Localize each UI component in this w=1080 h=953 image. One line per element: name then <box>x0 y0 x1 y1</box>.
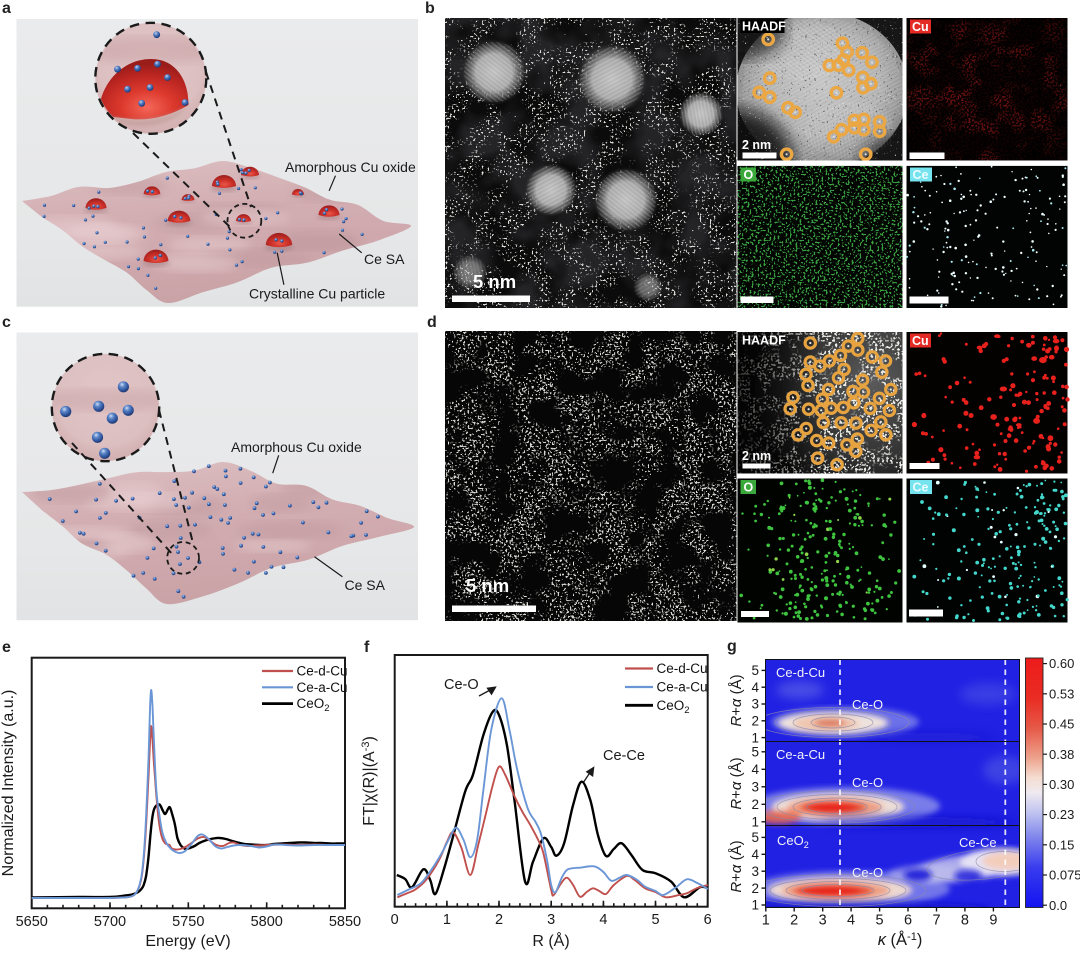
svg-text:g: g <box>727 638 737 655</box>
svg-text:d: d <box>427 314 437 331</box>
svg-text:0: 0 <box>391 912 399 928</box>
svg-text:0.30: 0.30 <box>1049 777 1074 792</box>
svg-text:Ce-a-Cu: Ce-a-Cu <box>297 680 348 695</box>
svg-text:CeO2: CeO2 <box>297 696 330 714</box>
svg-text:1: 1 <box>762 913 770 929</box>
svg-text:0.23: 0.23 <box>1049 807 1074 822</box>
svg-text:5 nm: 5 nm <box>473 271 516 292</box>
svg-text:HAADF: HAADF <box>742 20 786 34</box>
svg-text:5: 5 <box>751 663 759 678</box>
svg-text:3: 3 <box>751 864 759 879</box>
svg-text:Ce-d-Cu: Ce-d-Cu <box>297 664 348 679</box>
svg-text:c: c <box>2 314 11 331</box>
svg-text:2: 2 <box>751 881 759 896</box>
svg-text:HAADF: HAADF <box>742 334 786 348</box>
svg-text:Ce-a-Cu: Ce-a-Cu <box>776 747 825 762</box>
svg-text:Energy (eV): Energy (eV) <box>145 933 230 950</box>
svg-text:Ce SA: Ce SA <box>345 577 386 593</box>
svg-text:5: 5 <box>751 745 759 760</box>
svg-text:FT|χ(R)|(A-3): FT|χ(R)|(A-3) <box>360 736 378 826</box>
svg-text:R+α (Å): R+α (Å) <box>728 674 745 726</box>
svg-text:Cu: Cu <box>912 20 929 34</box>
svg-text:2 nm: 2 nm <box>742 138 771 152</box>
svg-text:4: 4 <box>751 847 759 862</box>
svg-text:6: 6 <box>704 912 712 928</box>
svg-text:Ce-Ce: Ce-Ce <box>603 748 645 764</box>
svg-text:2: 2 <box>790 913 798 929</box>
svg-text:R (Å): R (Å) <box>532 931 569 950</box>
svg-text:Ce-d-Cu: Ce-d-Cu <box>776 665 825 680</box>
svg-text:O: O <box>744 481 754 495</box>
svg-text:0.38: 0.38 <box>1049 747 1074 762</box>
svg-text:Cu: Cu <box>912 334 929 348</box>
svg-text:1: 1 <box>751 815 759 830</box>
svg-text:e: e <box>2 639 11 656</box>
svg-text:Ce-O: Ce-O <box>444 677 479 693</box>
svg-text:0.60: 0.60 <box>1049 656 1074 671</box>
svg-text:2: 2 <box>751 797 759 812</box>
svg-text:Normalized Intensity (a.u.): Normalized Intensity (a.u.) <box>0 690 17 877</box>
svg-text:Amorphous Cu oxide: Amorphous Cu oxide <box>231 439 362 455</box>
svg-text:R+α (Å): R+α (Å) <box>728 757 745 809</box>
svg-text:4: 4 <box>751 762 759 777</box>
svg-text:5: 5 <box>751 830 759 845</box>
svg-text:4: 4 <box>847 913 855 929</box>
svg-text:1: 1 <box>443 912 451 928</box>
svg-text:0.075: 0.075 <box>1049 868 1080 883</box>
svg-text:Amorphous Cu oxide: Amorphous Cu oxide <box>285 159 416 175</box>
svg-text:2: 2 <box>751 714 759 729</box>
svg-text:Ce: Ce <box>913 481 929 495</box>
svg-text:5650: 5650 <box>16 914 48 930</box>
svg-text:3: 3 <box>751 780 759 795</box>
svg-text:Ce: Ce <box>913 168 929 182</box>
svg-text:5 nm: 5 nm <box>466 575 509 596</box>
svg-text:5850: 5850 <box>329 914 361 930</box>
svg-text:0.45: 0.45 <box>1049 717 1074 732</box>
svg-text:3: 3 <box>547 912 555 928</box>
svg-text:Ce-d-Cu: Ce-d-Cu <box>657 661 708 676</box>
svg-text:R+α (Å): R+α (Å) <box>728 840 745 892</box>
svg-text:2 nm: 2 nm <box>742 449 771 463</box>
svg-text:3: 3 <box>751 697 759 712</box>
svg-text:0.0: 0.0 <box>1049 898 1067 913</box>
svg-text:5750: 5750 <box>172 914 204 930</box>
svg-text:a: a <box>2 0 11 17</box>
svg-text:4: 4 <box>599 912 607 928</box>
svg-text:f: f <box>364 639 370 656</box>
svg-text:CeO2: CeO2 <box>657 698 690 716</box>
svg-text:5800: 5800 <box>251 914 283 930</box>
svg-text:0.15: 0.15 <box>1049 837 1074 852</box>
svg-text:1: 1 <box>751 730 759 745</box>
svg-text:Ce SA: Ce SA <box>364 251 405 267</box>
svg-text:Ce-O: Ce-O <box>852 697 883 712</box>
svg-text:6: 6 <box>904 913 912 929</box>
svg-text:5: 5 <box>876 913 884 929</box>
svg-text:1: 1 <box>751 898 759 913</box>
svg-text:Crystalline Cu particle: Crystalline Cu particle <box>249 286 385 302</box>
svg-text:8: 8 <box>961 913 969 929</box>
svg-text:O: O <box>744 168 754 182</box>
svg-text:Ce-Ce: Ce-Ce <box>959 835 997 850</box>
svg-text:4: 4 <box>751 680 759 695</box>
svg-text:3: 3 <box>819 913 827 929</box>
svg-text:b: b <box>425 0 435 17</box>
svg-text:κ (Å-1): κ (Å-1) <box>878 930 923 949</box>
svg-text:0.53: 0.53 <box>1049 686 1074 701</box>
svg-text:9: 9 <box>989 913 997 929</box>
svg-text:2: 2 <box>495 912 503 928</box>
svg-text:Ce-O: Ce-O <box>852 865 883 880</box>
svg-text:5: 5 <box>651 912 659 928</box>
svg-text:CeO2: CeO2 <box>777 833 809 850</box>
svg-text:5700: 5700 <box>94 914 126 930</box>
svg-text:7: 7 <box>932 913 940 929</box>
svg-text:Ce-O: Ce-O <box>852 775 883 790</box>
svg-text:Ce-a-Cu: Ce-a-Cu <box>657 680 708 695</box>
